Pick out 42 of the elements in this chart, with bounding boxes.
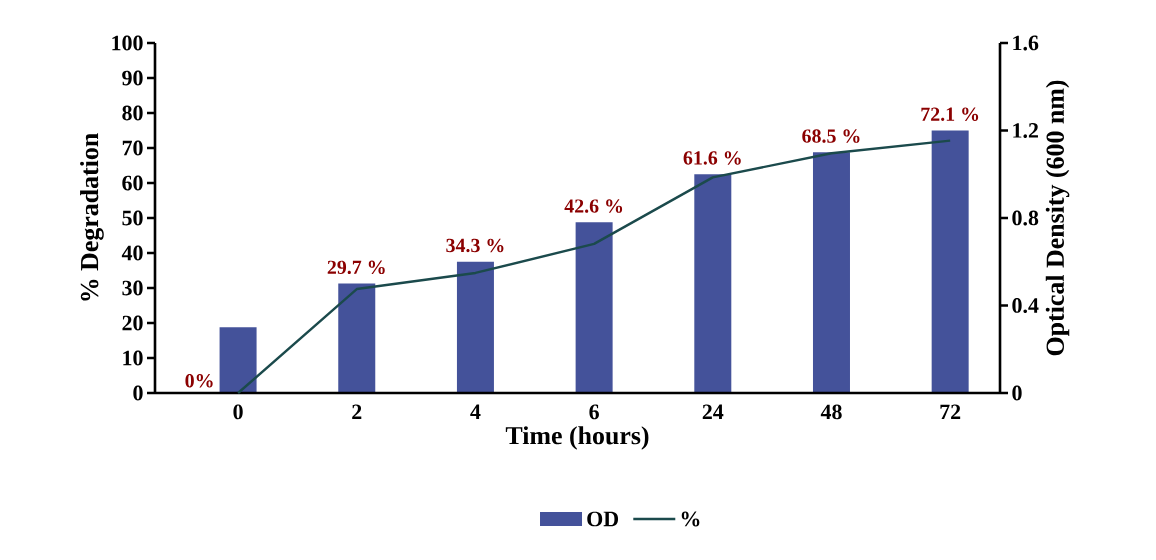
y-axis-title: % Degradation: [80, 133, 104, 301]
x-tick-label: 48: [820, 404, 842, 420]
data-label: 34.3 %: [446, 238, 504, 253]
data-label: 61.6 %: [683, 151, 741, 165]
x-tick-label: 0: [233, 404, 243, 420]
x-tick-label: 24: [702, 404, 724, 420]
bar: [219, 327, 257, 393]
y-tick-label: 50: [122, 210, 143, 226]
y-tick-label: 20: [122, 315, 143, 331]
bar: [575, 222, 613, 393]
bar: [456, 261, 494, 393]
y2-tick-label: 0.4: [1012, 298, 1039, 313]
bar: [694, 174, 732, 393]
y-tick-label: 30: [122, 280, 143, 296]
y-tick-label: 60: [122, 175, 143, 191]
y2-tick-label: 0.8: [1012, 210, 1039, 226]
data-label: 0%: [185, 373, 213, 388]
bar: [812, 152, 850, 393]
legend-label: OD: [587, 511, 619, 527]
y-tick-label: 10: [123, 350, 143, 366]
x-tick-label: 72: [940, 404, 961, 420]
bar: [931, 130, 969, 393]
y-tick-label: 40: [121, 245, 143, 261]
x-tick-label: 2: [352, 404, 362, 420]
x-axis-title: Time (hours): [505, 426, 649, 450]
x-tick-label: 4: [470, 404, 481, 419]
data-label: 68.5 %: [802, 129, 860, 143]
y-tick-label: 80: [122, 105, 143, 121]
y-tick-label: 90: [122, 70, 143, 86]
y-tick-label: 100: [112, 35, 143, 51]
data-label: 29.7 %: [327, 260, 385, 275]
data-label: 72.1 %: [921, 107, 979, 121]
y2-axis-title: Optical Density (600 nm): [1045, 80, 1070, 356]
y2-tick-label: 0: [1012, 385, 1022, 401]
data-label: 42.6 %: [564, 199, 623, 213]
y-tick-label: 70: [122, 140, 143, 156]
x-tick-label: 6: [589, 404, 599, 420]
legend-label: %: [681, 511, 700, 527]
y-tick-label: 0: [133, 385, 143, 401]
bar: [338, 283, 376, 393]
y2-tick-label: 1.2: [1013, 123, 1038, 138]
y2-tick-label: 1.6: [1013, 35, 1039, 51]
